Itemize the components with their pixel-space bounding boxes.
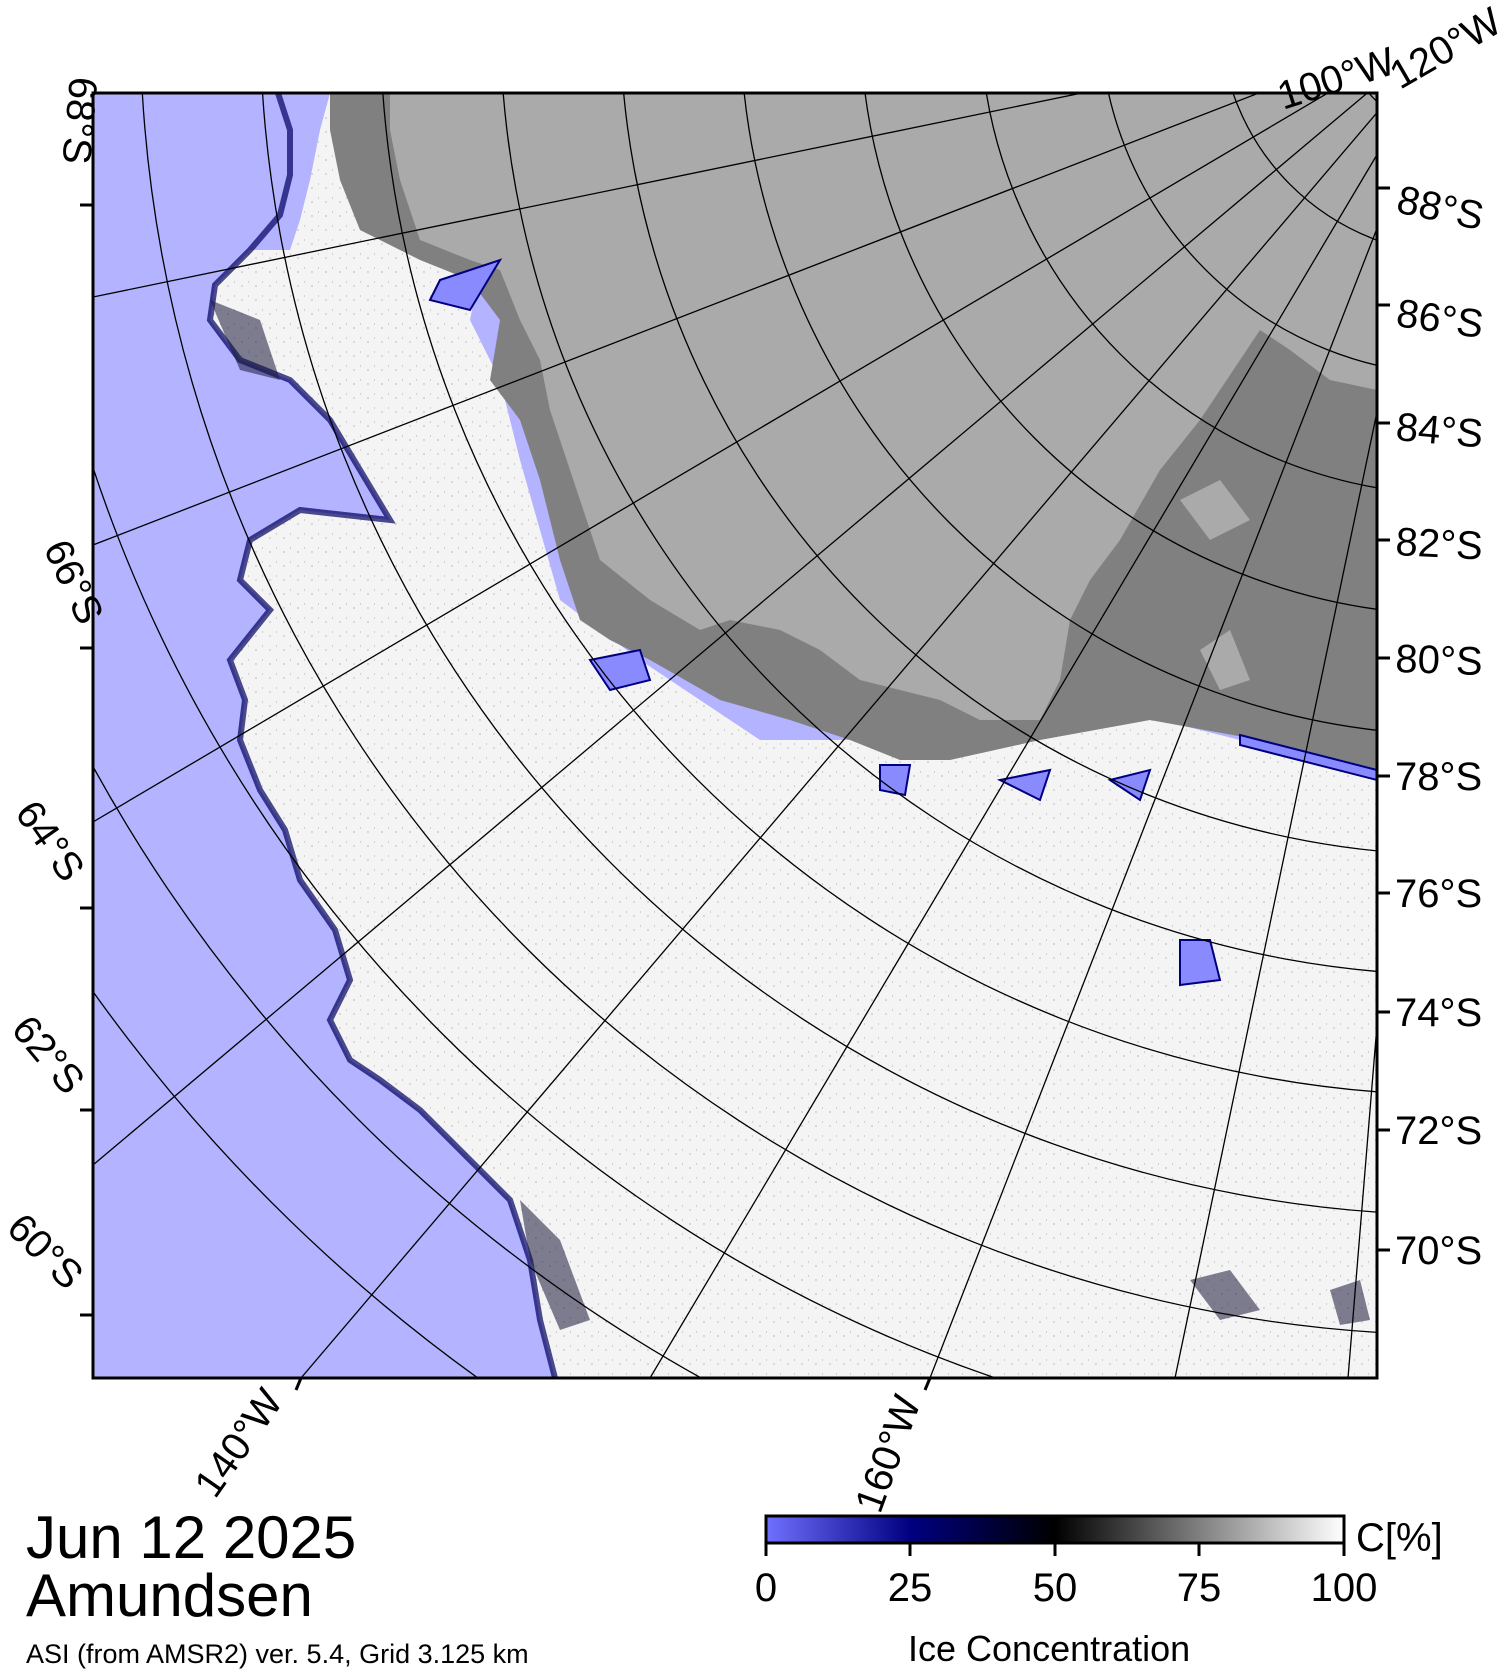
lat-label-76: 76°S [1395, 872, 1482, 916]
lon-label-120w: 120°W [1383, 0, 1499, 98]
latitude-labels-right: 88°S 86°S 84°S 82°S 80°S 78°S 76°S 74°S … [1393, 178, 1487, 1273]
lat-label-82: 82°S [1395, 520, 1484, 569]
colorbar-unit: C[%] [1356, 1516, 1443, 1560]
land-ice-streaks [1180, 480, 1250, 690]
ice-edge-low-concentration [206, 93, 558, 1378]
lat-label-72: 72°S [1395, 1109, 1482, 1153]
lat-label-84: 84°S [1394, 405, 1485, 456]
lat-label-86: 86°S [1394, 291, 1486, 347]
lat-label-80: 80°S [1395, 637, 1484, 684]
colorbar-title: Ice Concentration [908, 1628, 1191, 1669]
region-label: Amundsen [26, 1562, 313, 1629]
colorbar-tick-100: 100 [1310, 1566, 1378, 1610]
lat-label-74: 74°S [1395, 991, 1482, 1035]
sea-ice [210, 93, 1377, 1378]
colorbar [764, 1514, 1346, 1556]
colorbar-ticks [764, 1543, 1346, 1556]
colorbar-tick-0: 0 [754, 1566, 778, 1610]
colorbar-tick-75: 75 [1176, 1566, 1222, 1610]
frame-ticks [80, 186, 1390, 1391]
lat-label-88: 88°S [1393, 178, 1487, 239]
product-label: ASI (from AMSR2) ver. 5.4, Grid 3.125 km [26, 1639, 529, 1669]
lat-label-70: 70°S [1395, 1229, 1482, 1273]
lat-label-78: 78°S [1395, 755, 1482, 799]
lat-label-64: 64°S [7, 793, 93, 890]
lon-label-160w: 160°W [847, 1390, 930, 1519]
colorbar-gradient [764, 1514, 1346, 1545]
colorbar-tick-50: 50 [1032, 1566, 1078, 1610]
lon-label-140w: 140°W [186, 1381, 291, 1505]
land [390, 93, 1377, 720]
lat-label-60: 60°S [0, 1205, 91, 1298]
map-frame [91, 91, 1379, 1380]
date-label: Jun 12 2025 [26, 1504, 357, 1571]
lat-label-68: 68°S [53, 75, 104, 166]
lat-label-62: 62°S [3, 1008, 93, 1103]
polynyas [428, 258, 1377, 987]
colorbar-tick-25: 25 [887, 1566, 933, 1610]
